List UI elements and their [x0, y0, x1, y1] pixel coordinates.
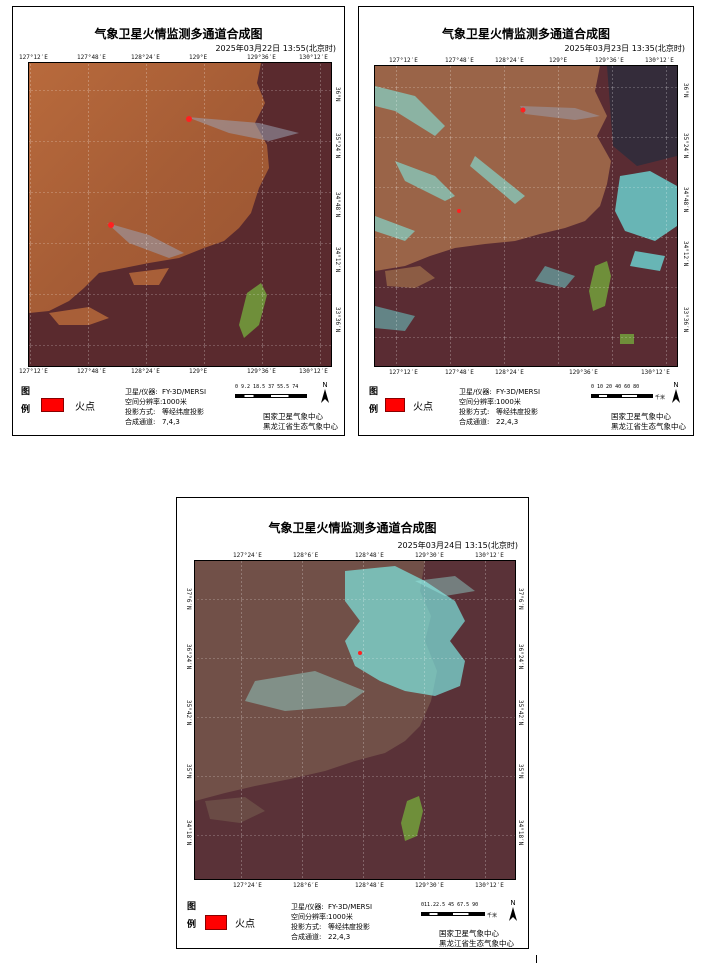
scale-numbers: 0 9.2 18.5 37 55.5 74: [235, 384, 299, 390]
lat-tick-right: 35°42′N: [517, 700, 524, 726]
fire-legend-label: 火点: [75, 402, 95, 413]
lat-tick-right: 34°12′N: [334, 247, 341, 273]
lon-tick-top: 129°E: [549, 57, 568, 64]
lon-tick-bottom: 127°12′E: [389, 369, 418, 376]
lon-tick-bottom: 130°12′E: [641, 369, 670, 376]
scale-unit: 千米: [655, 395, 666, 401]
lat-tick-right: 35°N: [517, 764, 524, 779]
lat-tick-right: 36°N: [334, 87, 341, 102]
lat-tick-right: 35°24′N: [334, 133, 341, 159]
lon-tick-top: 127°12′E: [19, 54, 48, 61]
lon-tick-top: 128°6′E: [293, 552, 319, 559]
lon-tick-bottom: 129°E: [189, 368, 208, 375]
lat-tick-left: 36°24′N: [185, 644, 192, 670]
fire-legend-label: 火点: [413, 402, 433, 413]
map-title: 气象卫星火情监测多通道合成图: [94, 27, 263, 41]
agency-credit: 国家卫星气象中心 黑龙江省生态气象中心: [611, 412, 686, 431]
lon-tick-top: 130°12′E: [645, 57, 674, 64]
map-title: 气象卫星火情监测多通道合成图: [268, 521, 437, 535]
lon-tick-bottom: 130°12′E: [299, 368, 328, 375]
lat-tick-right: 33°36′N: [682, 307, 689, 333]
lat-tick-left: 35°42′N: [185, 700, 192, 726]
fire-legend-label: 火点: [235, 919, 255, 930]
lon-tick-top: 128°48′E: [355, 552, 384, 559]
lon-tick-top: 127°24′E: [233, 552, 262, 559]
agency-credit: 国家卫星气象中心 黑龙江省生态气象中心: [439, 929, 514, 948]
satellite-metadata: 卫星/仪器: FY-3D/MERSI 空间分辨率:1000米 投影方式: 等经纬度投…: [459, 388, 541, 426]
scale-numbers: 0 10 20 40 60 80: [591, 384, 640, 390]
legend-heading: 图 例: [369, 387, 379, 415]
lat-tick-right: 36°24′N: [517, 644, 524, 670]
map-title: 气象卫星火情监测多通道合成图: [441, 27, 610, 41]
lon-tick-bottom: 129°36′E: [569, 369, 598, 376]
satellite-image: [375, 66, 677, 366]
lat-tick-right: 36°N: [682, 83, 689, 98]
satellite-metadata: 卫星/仪器: FY-3D/MERSI 空间分辨率:1000米 投影方式: 等经纬度投…: [291, 903, 373, 941]
lon-tick-top: 129°30′E: [415, 552, 444, 559]
satellite-map: [28, 62, 332, 367]
lat-tick-right: 37°6′N: [517, 588, 524, 610]
satellite-map: [374, 65, 678, 367]
lat-tick-right: 34°12′N: [682, 241, 689, 267]
lon-tick-bottom: 127°24′E: [233, 882, 262, 889]
lon-tick-top: 127°48′E: [77, 54, 106, 61]
panel-2: 气象卫星火情监测多通道合成图 2025年03月23日 13:35(北京时) 12…: [358, 6, 694, 436]
lat-tick-right: 34°18′N: [517, 820, 524, 846]
lon-tick-top: 128°24′E: [495, 57, 524, 64]
lon-tick-bottom: 128°48′E: [355, 882, 384, 889]
lon-tick-bottom: 128°24′E: [131, 368, 160, 375]
lon-tick-bottom: 127°48′E: [77, 368, 106, 375]
north-arrow-icon: N: [507, 899, 519, 923]
lon-tick-bottom: 130°12′E: [475, 882, 504, 889]
legend-heading: 图 例: [187, 902, 197, 930]
satellite-metadata: 卫星/仪器: FY-3D/MERSI 空间分辨率:1000米 投影方式: 等经纬度投…: [125, 388, 207, 426]
lon-tick-top: 130°12′E: [475, 552, 504, 559]
satellite-image: [29, 63, 331, 366]
lon-tick-bottom: 128°6′E: [293, 882, 319, 889]
scale-unit: 千米: [487, 913, 498, 919]
scale-bar: 0 9.2 18.5 37 55.5 74: [235, 384, 325, 404]
scale-bar: 0 10 20 40 60 80 千米: [591, 384, 671, 404]
lon-tick-top: 128°24′E: [131, 54, 160, 61]
lon-tick-bottom: 129°30′E: [415, 882, 444, 889]
lat-tick-right: 34°48′N: [334, 192, 341, 218]
lon-tick-top: 130°12′E: [299, 54, 328, 61]
lon-tick-top: 129°E: [189, 54, 208, 61]
panel-3: 气象卫星火情监测多通道合成图 2025年03月24日 13:15(北京时) 12…: [176, 497, 529, 949]
north-arrow-icon: N: [319, 381, 331, 405]
north-arrow-icon: N: [670, 381, 682, 405]
panel-1: 气象卫星火情监测多通道合成图 2025年03月22日 13:55(北京时) 12…: [12, 6, 345, 436]
lon-tick-bottom: 128°24′E: [495, 369, 524, 376]
fire-legend-swatch: [385, 398, 405, 412]
scale-numbers: 011.22.5 45 67.5 90: [421, 902, 479, 908]
legend-heading: 图 例: [21, 387, 31, 415]
satellite-image: [195, 561, 515, 879]
lon-tick-bottom: 129°36′E: [247, 368, 276, 375]
fire-legend-swatch: [205, 915, 227, 930]
lon-tick-top: 129°36′E: [595, 57, 624, 64]
datetime: 2025年03月22日 13:55(北京时): [215, 44, 336, 53]
lon-tick-top: 127°48′E: [445, 57, 474, 64]
lat-tick-left: 35°N: [185, 764, 192, 779]
lon-tick-top: 129°36′E: [247, 54, 276, 61]
lat-tick-right: 34°48′N: [682, 187, 689, 213]
lon-tick-top: 127°12′E: [389, 57, 418, 64]
lat-tick-left: 34°18′N: [185, 820, 192, 846]
datetime: 2025年03月23日 13:35(北京时): [564, 44, 685, 53]
satellite-map: [194, 560, 516, 880]
text-cursor-mark: [536, 955, 537, 963]
lat-tick-right: 35°24′N: [682, 133, 689, 159]
lon-tick-bottom: 127°48′E: [445, 369, 474, 376]
lon-tick-bottom: 127°12′E: [19, 368, 48, 375]
agency-credit: 国家卫星气象中心 黑龙江省生态气象中心: [263, 412, 338, 431]
fire-legend-swatch: [41, 398, 64, 412]
lat-tick-left: 37°6′N: [185, 588, 192, 610]
lat-tick-right: 33°36′N: [334, 307, 341, 333]
scale-bar: 011.22.5 45 67.5 90 千米: [421, 902, 507, 922]
datetime: 2025年03月24日 13:15(北京时): [397, 541, 518, 550]
